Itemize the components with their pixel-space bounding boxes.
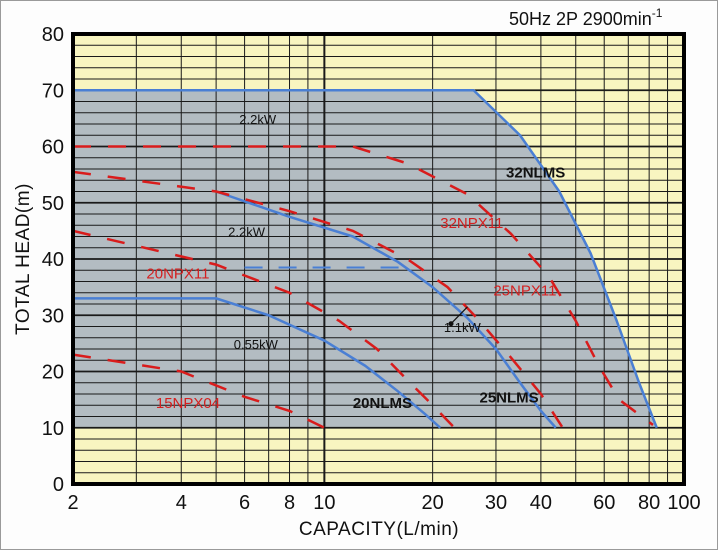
- annotation-20npx11: 20NPX11: [146, 266, 209, 283]
- series-20nlms: [73, 297, 442, 429]
- annotation-22kw: 2.2kW: [228, 225, 266, 240]
- chart-title: 50Hz 2P 2900min-1: [509, 6, 663, 29]
- y-tick-label: 0: [53, 474, 64, 496]
- chart-title-main: 50Hz 2P 2900min: [509, 9, 652, 29]
- y-axis-label: TOTAL HEAD(m): [13, 183, 34, 335]
- x-tick-label: 6: [239, 492, 250, 514]
- y-tick-label: 20: [42, 362, 64, 384]
- annotation-32npx11: 32NPX11: [440, 215, 503, 232]
- series-15npx04: [73, 353, 325, 429]
- leader-dot: [448, 321, 454, 327]
- series-32nlms: [73, 89, 658, 429]
- x-axis-label: CAPACITY(L/min): [299, 519, 459, 540]
- x-tick-label: 80: [638, 492, 660, 514]
- x-tick-label: 2: [67, 492, 78, 514]
- series-32npx11: [73, 145, 654, 426]
- y-tick-label: 50: [42, 193, 64, 215]
- series-20npx11: [73, 229, 456, 429]
- annotation-32nlms: 32NLMS: [506, 164, 565, 181]
- x-tick-label: 40: [530, 492, 552, 514]
- leader-line: [450, 306, 468, 325]
- series-25nlms: [215, 190, 557, 429]
- plot-border: [71, 32, 686, 486]
- y-tick-label: 60: [42, 137, 64, 159]
- y-tick-label: 80: [42, 24, 64, 46]
- annotation-25npx11: 25NPX11: [493, 283, 556, 300]
- annotation-20nlms: 20NLMS: [353, 395, 412, 412]
- annotation-055kw: 0.55kW: [234, 337, 279, 352]
- x-tick-label: 4: [176, 492, 187, 514]
- x-tick-label: 30: [485, 492, 507, 514]
- y-tick-label: 40: [42, 249, 64, 271]
- y-tick-label: 70: [42, 80, 64, 102]
- annotation-15npx04: 15NPX04: [156, 395, 220, 412]
- chart-title-superscript: -1: [652, 6, 663, 20]
- y-tick-label: 30: [42, 305, 64, 327]
- x-tick-label: 8: [284, 492, 295, 514]
- x-tick-label: 60: [593, 492, 615, 514]
- annotation-22kw: 2.2kW: [239, 112, 277, 127]
- series-25npx11: [73, 170, 564, 429]
- x-tick-label: 20: [422, 492, 444, 514]
- x-tick-label: 100: [667, 492, 700, 514]
- x-tick-label: 10: [313, 492, 335, 514]
- y-tick-label: 10: [42, 418, 64, 440]
- annotation-25nlms: 25NLMS: [480, 389, 539, 406]
